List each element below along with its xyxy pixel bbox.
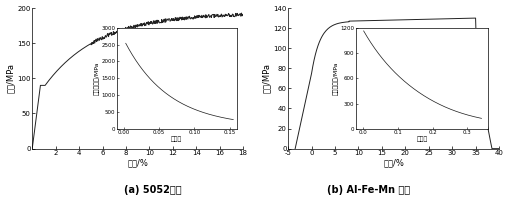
Y-axis label: 应力/MPa: 应力/MPa [262,63,270,93]
X-axis label: 应变/%: 应变/% [383,159,404,168]
Y-axis label: 应力/MPa: 应力/MPa [6,63,15,93]
X-axis label: 应变/%: 应变/% [127,159,148,168]
Text: (a) 5052合金: (a) 5052合金 [125,185,182,195]
Text: (b) Al-Fe-Mn 合金: (b) Al-Fe-Mn 合金 [327,185,410,195]
